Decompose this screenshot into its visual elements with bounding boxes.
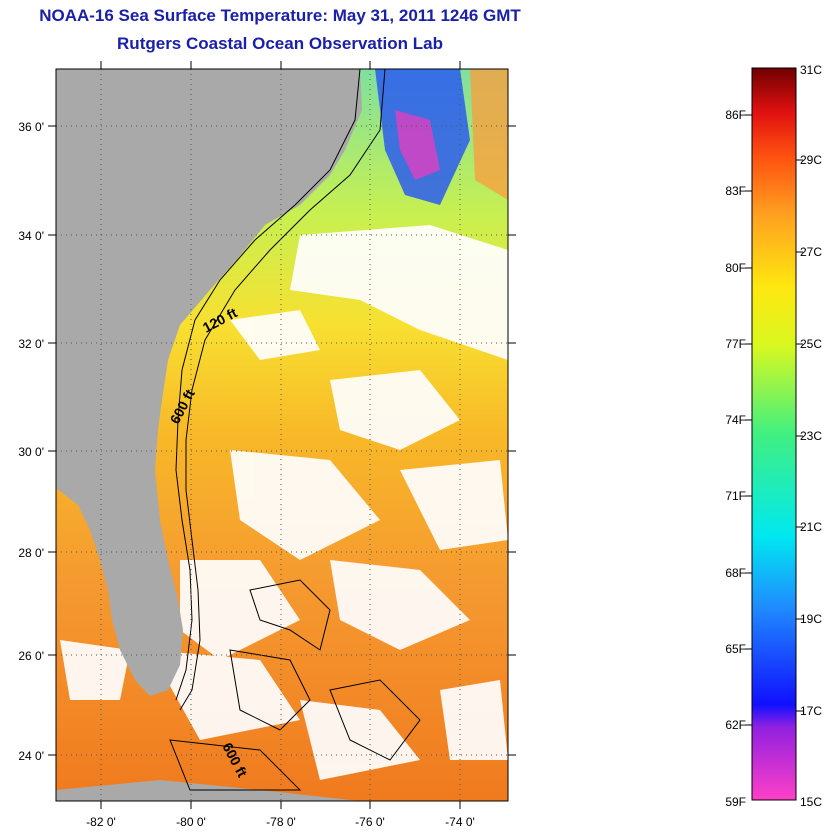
lon-label: -80 0' — [176, 815, 206, 829]
celsius-label: 15C — [800, 795, 822, 809]
celsius-label: 29C — [800, 153, 822, 167]
fahrenheit-label: 62F — [725, 718, 746, 732]
fahrenheit-label: 71F — [725, 489, 746, 503]
celsius-labels: 31C 29C 27C 25C 23C 21C 19C 17C 15C — [800, 63, 822, 809]
celsius-label: 23C — [800, 429, 822, 443]
fahrenheit-label: 74F — [725, 413, 746, 427]
fahrenheit-label: 68F — [725, 566, 746, 580]
celsius-label: 17C — [800, 704, 822, 718]
fahrenheit-label: 77F — [725, 337, 746, 351]
fahrenheit-labels: 86F 83F 80F 77F 74F 71F 68F 65F 62F 59F — [725, 108, 746, 809]
longitude-labels: -82 0' -80 0' -78 0' -76 0' -74 0' — [86, 815, 475, 829]
lon-label: -74 0' — [445, 815, 475, 829]
lat-label: 26 0' — [18, 649, 44, 663]
lon-label: -82 0' — [86, 815, 116, 829]
map-subtitle: Rutgers Coastal Ocean Observation Lab — [117, 34, 443, 53]
fahrenheit-label: 83F — [725, 184, 746, 198]
map-ticks — [48, 61, 516, 809]
map-title: NOAA-16 Sea Surface Temperature: May 31,… — [39, 6, 521, 25]
cloud-cover — [60, 225, 508, 780]
bathymetry-contours — [169, 69, 421, 791]
lat-label: 34 0' — [18, 229, 44, 243]
map-frame — [55, 68, 509, 802]
celsius-label: 25C — [800, 337, 822, 351]
map-panel — [56, 69, 508, 801]
celsius-label: 27C — [800, 245, 822, 259]
lat-label: 28 0' — [18, 546, 44, 560]
land-mass — [56, 69, 362, 696]
lat-label: 32 0' — [18, 337, 44, 351]
map-grid — [56, 69, 508, 801]
colorbar-ticks — [745, 114, 803, 726]
temperature-colorbar — [751, 67, 797, 801]
fahrenheit-label: 86F — [725, 108, 746, 122]
fahrenheit-label: 59F — [725, 795, 746, 809]
lat-label: 24 0' — [18, 749, 44, 763]
fahrenheit-label: 65F — [725, 642, 746, 656]
lon-label: -76 0' — [355, 815, 385, 829]
fahrenheit-label: 80F — [725, 261, 746, 275]
celsius-label: 21C — [800, 520, 822, 534]
lat-label: 36 0' — [18, 120, 44, 134]
lon-label: -78 0' — [266, 815, 296, 829]
latitude-labels: 36 0' 34 0' 32 0' 30 0' 28 0' 26 0' 24 0… — [18, 120, 44, 763]
celsius-label: 31C — [800, 63, 822, 77]
celsius-label: 19C — [800, 612, 822, 626]
lat-label: 30 0' — [18, 445, 44, 459]
